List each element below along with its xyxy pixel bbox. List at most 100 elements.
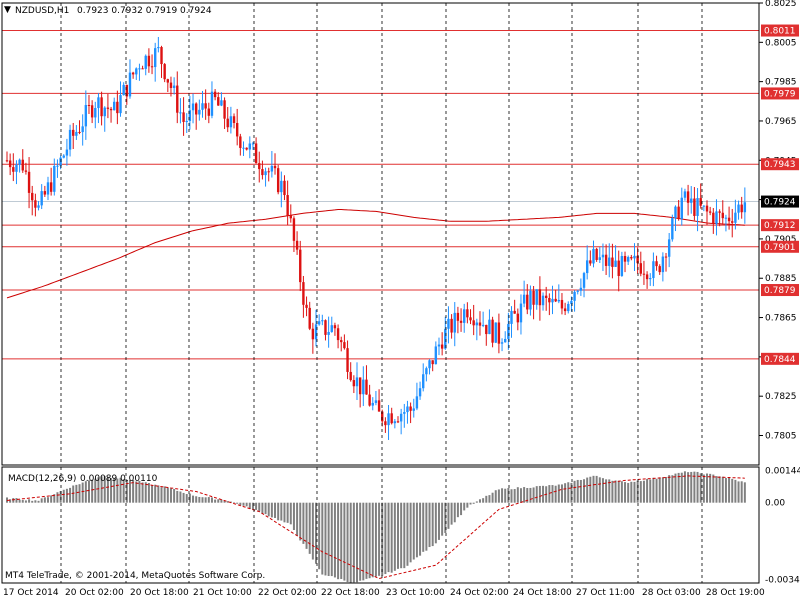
macd-histogram-bar — [40, 498, 43, 503]
macd-histogram-bar — [611, 480, 614, 503]
macd-histogram-bar — [305, 502, 308, 549]
candle-body — [194, 103, 198, 115]
candle-body — [305, 304, 308, 308]
macd-histogram-bar — [226, 501, 229, 503]
candle-body — [172, 85, 176, 88]
candle-body — [522, 294, 526, 304]
candle-body — [81, 126, 84, 133]
candle-body — [494, 322, 497, 343]
macd-histogram-bar — [428, 502, 431, 548]
candle-body — [340, 340, 343, 343]
macd-histogram-bar — [494, 490, 497, 503]
candle-body — [617, 260, 620, 276]
candle-body — [280, 180, 283, 193]
macd-histogram-bar — [245, 502, 248, 507]
y-tick-label: 0.7905 — [765, 235, 797, 245]
macd-histogram-bar — [567, 482, 570, 503]
moving-average-line — [6, 209, 745, 299]
macd-histogram-bar — [270, 502, 273, 518]
candle-body — [286, 195, 289, 216]
macd-histogram-bar — [453, 502, 456, 523]
candle-body — [469, 317, 472, 321]
candle-body — [671, 218, 674, 240]
candle-body — [636, 255, 639, 264]
candle-body — [125, 84, 129, 97]
candle-body — [529, 290, 532, 310]
macd-histogram-bar — [639, 481, 642, 503]
y-tick-label: 0.7805 — [765, 432, 797, 442]
macd-histogram-bar — [9, 499, 12, 503]
macd-histogram-bar — [340, 502, 343, 579]
level-price-label: 0.7844 — [764, 355, 796, 365]
candle-body — [579, 287, 583, 291]
macd-histogram-bar — [677, 472, 680, 503]
candle-body — [696, 198, 699, 216]
candle-body — [21, 159, 24, 171]
candle-body — [705, 205, 709, 212]
macd-histogram-bar — [50, 495, 53, 503]
price-chart-area[interactable] — [2, 30, 759, 440]
macd-histogram-bar — [731, 478, 734, 503]
candle-body — [358, 377, 362, 395]
macd-subwindow[interactable] — [6, 471, 746, 583]
macd-histogram-bar — [740, 481, 743, 503]
candle-body — [273, 165, 277, 169]
macd-y-tick-label: -0.00344 — [765, 575, 800, 585]
macd-histogram-bar — [529, 487, 532, 503]
candle-body — [563, 308, 567, 312]
macd-histogram-bar — [709, 473, 712, 503]
macd-histogram-bar — [255, 502, 258, 510]
candle-body — [270, 165, 274, 172]
macd-histogram-bar — [601, 478, 604, 503]
candle-body — [658, 266, 661, 273]
candle-body — [18, 159, 21, 165]
x-tick-label: 20 Oct 02:00 — [65, 588, 124, 598]
macd-histogram-bar — [182, 492, 185, 503]
macd-histogram-bar — [15, 498, 18, 503]
candle-body — [113, 101, 116, 111]
candle-body — [485, 324, 488, 335]
macd-histogram-bar — [431, 502, 434, 547]
candle-body — [229, 116, 233, 128]
macd-histogram-bar — [721, 476, 724, 503]
macd-histogram-bar — [516, 487, 519, 503]
menu-triangle-icon[interactable]: ▼ — [4, 5, 11, 15]
candle-body — [434, 346, 438, 365]
candle-body — [592, 248, 595, 264]
macd-histogram-bar — [242, 502, 245, 506]
candle-body — [321, 320, 324, 322]
candle-body — [75, 131, 78, 136]
macd-histogram-bar — [302, 502, 305, 544]
macd-histogram-bar — [403, 502, 406, 569]
macd-histogram-bar — [551, 485, 554, 503]
macd-histogram-bar — [346, 502, 349, 583]
candle-body — [589, 260, 592, 264]
x-tick-label: 22 Oct 02:00 — [258, 588, 317, 598]
candle-body — [87, 104, 91, 106]
macd-histogram-bar — [535, 486, 538, 503]
candle-body — [144, 55, 147, 69]
candle-body — [674, 206, 677, 219]
candle-body — [43, 191, 47, 195]
macd-histogram-bar — [188, 493, 191, 503]
candle-body — [179, 112, 182, 114]
macd-histogram-bar — [463, 502, 466, 511]
macd-histogram-bar — [412, 502, 415, 560]
macd-histogram-bar — [485, 495, 488, 503]
candle-body — [718, 211, 721, 213]
macd-histogram-bar — [504, 488, 507, 503]
macd-histogram-bar — [627, 482, 630, 503]
macd-histogram-bar — [371, 502, 374, 578]
macd-histogram-bar — [557, 484, 560, 503]
level-price-tag — [761, 352, 799, 365]
level-price-label: 0.7901 — [764, 243, 796, 253]
candle-body — [626, 257, 630, 262]
macd-histogram-bar — [280, 502, 283, 521]
candle-body — [491, 319, 494, 343]
candle-body — [708, 211, 712, 213]
candle-body — [289, 215, 292, 219]
macd-histogram-bar — [542, 485, 545, 503]
macd-histogram-bar — [699, 473, 702, 503]
macd-histogram-bar — [441, 502, 444, 536]
